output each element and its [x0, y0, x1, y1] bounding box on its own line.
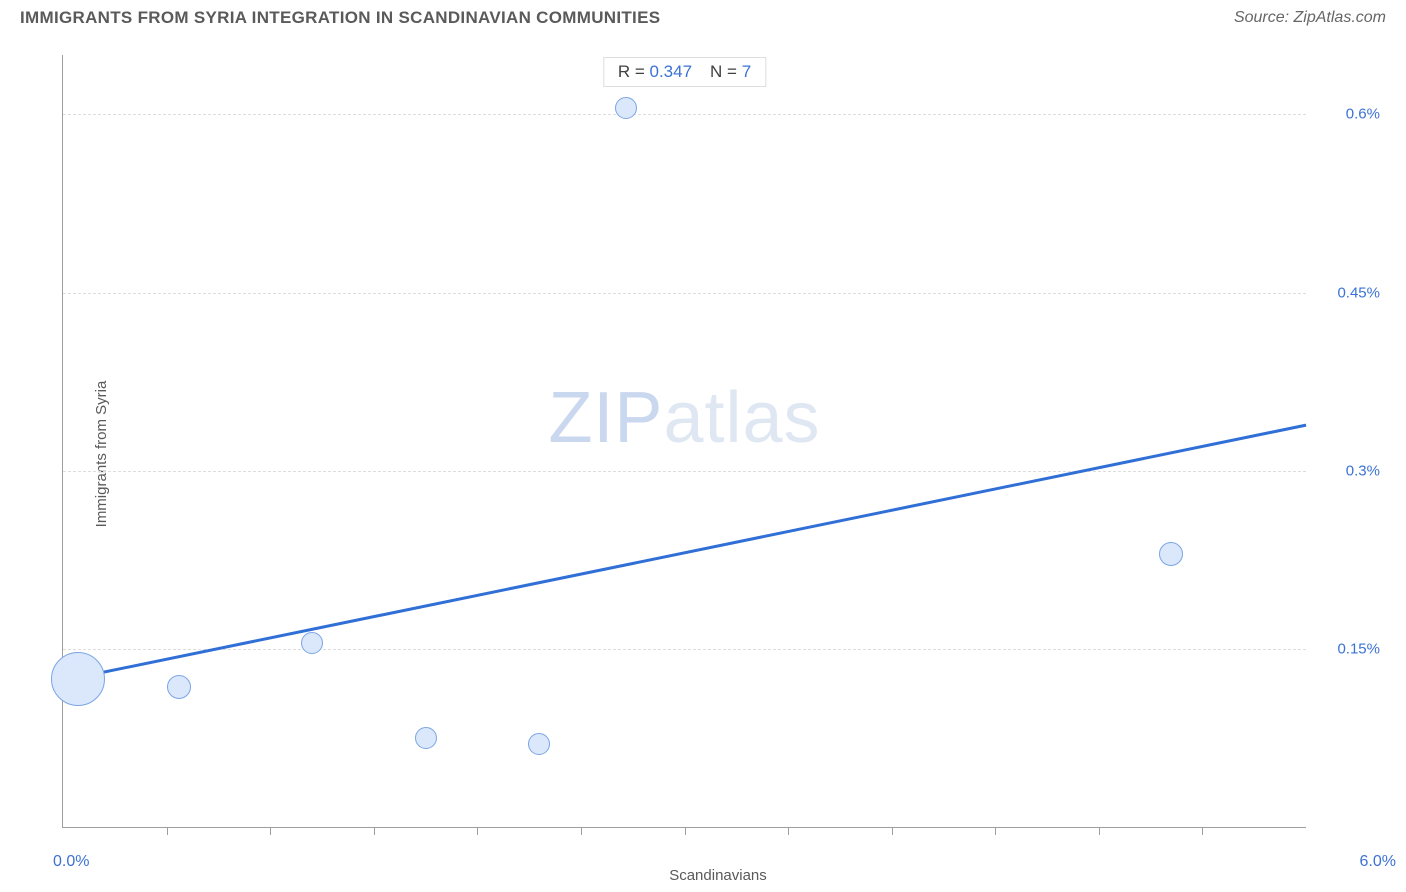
watermark-bold: ZIP [548, 378, 663, 458]
y-tick-label: 0.45% [1316, 284, 1380, 301]
data-point [615, 97, 637, 119]
n-value: 7 [742, 62, 751, 81]
x-tick [477, 827, 478, 835]
watermark: ZIPatlas [548, 377, 820, 459]
x-tick [270, 827, 271, 835]
x-axis-label: Scandinavians [669, 867, 767, 884]
x-tick [788, 827, 789, 835]
x-axis-min-label: 0.0% [53, 853, 89, 871]
x-tick [892, 827, 893, 835]
y-tick-label: 0.3% [1316, 462, 1380, 479]
x-tick [374, 827, 375, 835]
r-label: R = [618, 62, 645, 81]
n-stat: N = 7 [710, 62, 751, 82]
x-tick [581, 827, 582, 835]
data-point [167, 675, 191, 699]
n-label: N = [710, 62, 737, 81]
stats-legend-box: R = 0.347 N = 7 [603, 57, 766, 87]
chart-title: IMMIGRANTS FROM SYRIA INTEGRATION IN SCA… [20, 8, 660, 28]
x-tick [167, 827, 168, 835]
r-stat: R = 0.347 [618, 62, 692, 82]
data-point [528, 733, 550, 755]
chart-container: Immigrants from Syria ZIPatlas R = 0.347… [50, 55, 1386, 852]
regression-line [63, 423, 1307, 681]
data-point [1159, 542, 1183, 566]
gridline [63, 114, 1306, 115]
data-point [415, 727, 437, 749]
data-point [51, 652, 105, 706]
gridline [63, 649, 1306, 650]
r-value: 0.347 [649, 62, 692, 81]
source-attribution: Source: ZipAtlas.com [1234, 9, 1386, 27]
y-tick-label: 0.6% [1316, 106, 1380, 123]
data-point [301, 632, 323, 654]
gridline [63, 293, 1306, 294]
x-tick [685, 827, 686, 835]
gridline [63, 471, 1306, 472]
watermark-light: atlas [663, 378, 820, 458]
y-tick-label: 0.15% [1316, 640, 1380, 657]
x-tick [995, 827, 996, 835]
x-axis-max-label: 6.0% [1360, 853, 1396, 871]
x-tick [1202, 827, 1203, 835]
x-tick [1099, 827, 1100, 835]
plot-area: ZIPatlas R = 0.347 N = 7 0.0% 6.0% 0.15%… [62, 55, 1306, 828]
